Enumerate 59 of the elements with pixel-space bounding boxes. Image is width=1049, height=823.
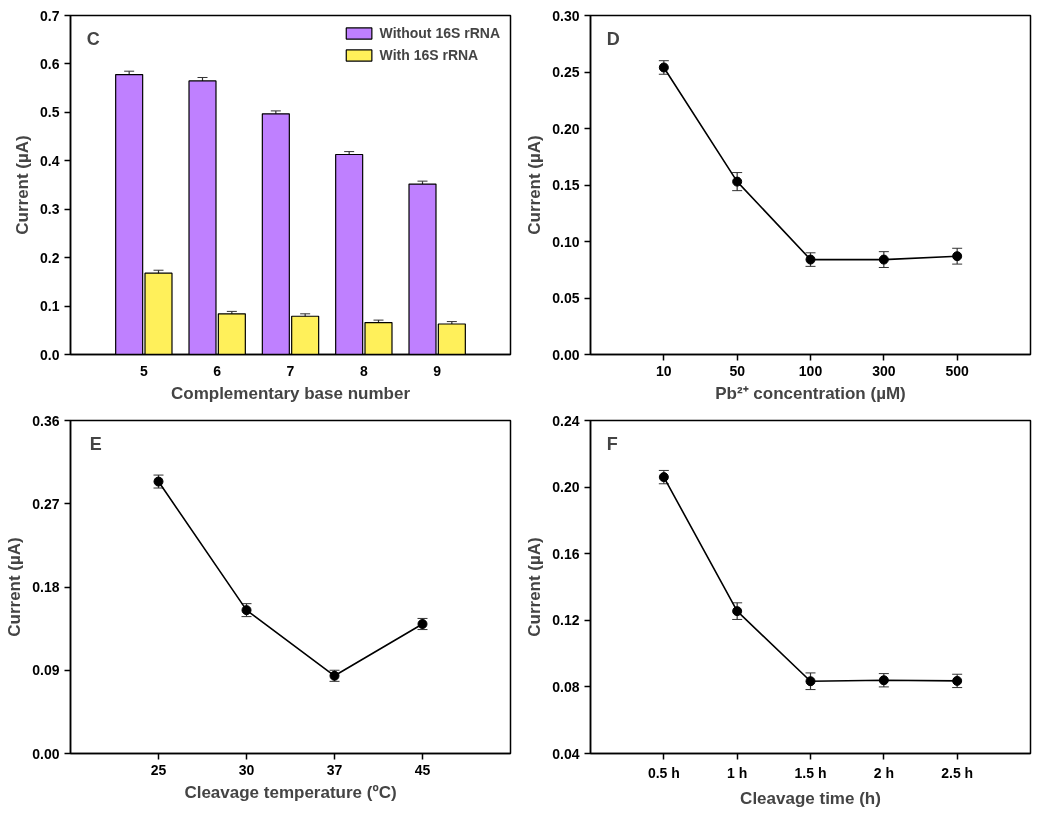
y-tick-label: 0.05 bbox=[552, 290, 580, 306]
y-axis-title: Current (µA) bbox=[5, 537, 25, 637]
legend-label: Without 16S rRNA bbox=[379, 25, 500, 41]
x-tick-label: 500 bbox=[945, 362, 970, 379]
y-tick-label: 0.0 bbox=[40, 346, 60, 363]
annotation: D bbox=[606, 29, 620, 50]
x-tick-label: 1 h bbox=[727, 764, 748, 781]
y-tick-label: 0.36 bbox=[32, 412, 60, 429]
y-tick-label: 0.5 bbox=[40, 104, 60, 121]
x-tick-label: 2 h bbox=[873, 764, 894, 781]
y-tick-label: 0.20 bbox=[552, 479, 580, 496]
y-tick-label: 0.7 bbox=[40, 7, 60, 24]
legend-label: With 16S rRNA bbox=[379, 47, 479, 63]
x-axis-title: Pb²⁺ concentration (µM) bbox=[715, 383, 906, 403]
y-tick-label: 0.00 bbox=[552, 346, 580, 363]
y-tick-label: 0.2 bbox=[40, 249, 60, 266]
x-tick-label: 45 bbox=[414, 761, 431, 778]
x-tick-label: 7 bbox=[286, 362, 295, 379]
y-tick-label: 0.15 bbox=[552, 177, 580, 193]
y-tick-label: 0.3 bbox=[40, 201, 60, 218]
y-axis-title: Current (µA) bbox=[13, 135, 33, 235]
y-tick-label: 0.08 bbox=[552, 678, 580, 695]
y-tick-label: 0.20 bbox=[552, 120, 580, 137]
y-tick-label: 0.00 bbox=[32, 745, 60, 762]
y-tick-label: 0.18 bbox=[32, 579, 60, 595]
x-axis-title: Cleavage temperature (ºC) bbox=[184, 782, 397, 802]
x-tick-label: 9 bbox=[433, 362, 442, 379]
x-tick-label: 300 bbox=[872, 362, 896, 379]
x-tick-label: 2.5 h bbox=[941, 764, 974, 781]
x-tick-label: 0.5 h bbox=[647, 764, 680, 781]
y-tick-label: 0.10 bbox=[552, 233, 580, 250]
y-tick-label: 0.27 bbox=[32, 495, 60, 512]
annotation: E bbox=[89, 433, 102, 454]
x-tick-label: 37 bbox=[326, 761, 343, 778]
y-tick-label: 0.09 bbox=[32, 662, 60, 679]
x-axis-title: Cleavage time (h) bbox=[740, 788, 881, 808]
x-tick-label: 1.5 h bbox=[794, 764, 827, 781]
y-tick-label: 0.1 bbox=[40, 298, 60, 315]
annotation: C bbox=[86, 29, 100, 50]
y-tick-label: 0.12 bbox=[552, 612, 580, 629]
y-axis-title: Current (µA) bbox=[525, 537, 545, 637]
x-tick-label: 5 bbox=[139, 362, 148, 379]
x-tick-label: 25 bbox=[150, 761, 167, 778]
y-tick-label: 0.6 bbox=[40, 55, 60, 72]
x-tick-label: 50 bbox=[729, 362, 746, 379]
y-tick-label: 0.04 bbox=[552, 745, 580, 762]
x-tick-label: 30 bbox=[238, 761, 255, 778]
y-axis-title: Current (µA) bbox=[525, 135, 545, 235]
x-axis-title: Complementary base number bbox=[170, 383, 411, 403]
y-tick-label: 0.25 bbox=[552, 64, 580, 80]
x-tick-label: 6 bbox=[213, 362, 222, 379]
annotation: F bbox=[606, 433, 618, 454]
x-tick-label: 100 bbox=[798, 362, 823, 379]
y-tick-label: 0.16 bbox=[552, 545, 580, 562]
x-tick-label: 8 bbox=[359, 362, 368, 379]
y-tick-label: 0.4 bbox=[40, 152, 60, 169]
y-tick-label: 0.30 bbox=[552, 7, 580, 24]
y-tick-label: 0.24 bbox=[552, 412, 580, 429]
x-tick-label: 10 bbox=[656, 362, 672, 379]
